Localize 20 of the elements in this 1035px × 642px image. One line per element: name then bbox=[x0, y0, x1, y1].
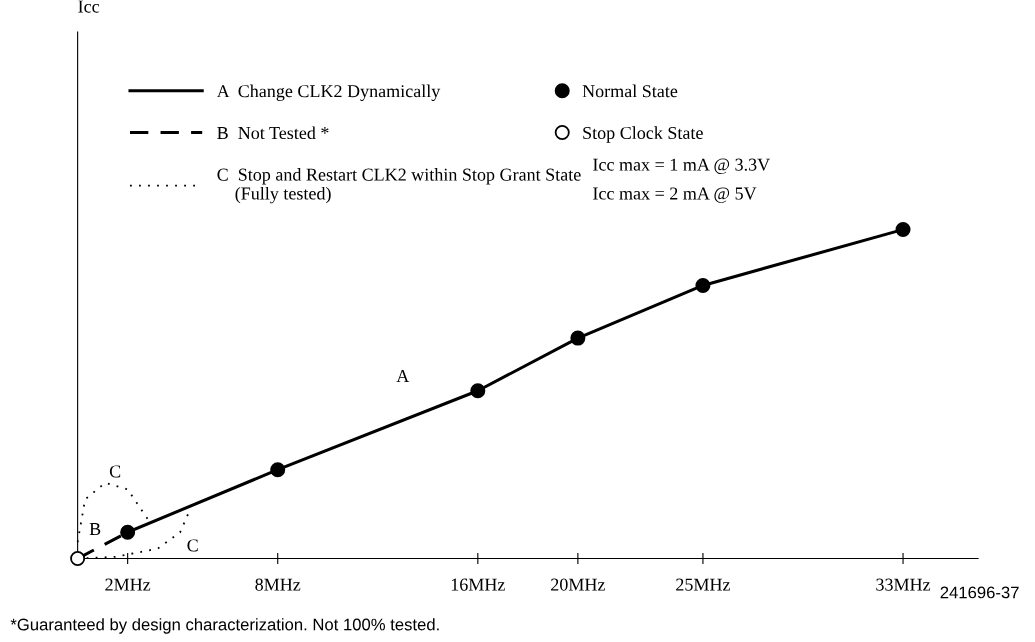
x-tick-label: 20MHz bbox=[551, 578, 605, 591]
text: Icc bbox=[78, 0, 100, 13]
x-tick-label: 25MHz bbox=[676, 578, 731, 591]
text: *Guaranteed by design characterization. Not 100% tested. bbox=[10, 618, 439, 634]
legend-label: B Not Tested * bbox=[217, 126, 329, 140]
x-tick-label: 33MHz bbox=[876, 578, 931, 591]
x-tick-label: 16MHz bbox=[451, 578, 505, 591]
annotation: A bbox=[396, 370, 410, 382]
x-tick-label: 8MHz bbox=[255, 578, 301, 591]
annotation: B bbox=[89, 523, 101, 535]
legend-label: Stop Clock State bbox=[583, 126, 703, 143]
legend-label: C Stop and Restart CLK2 within Stop Grant State (Fully tested) bbox=[217, 168, 581, 204]
legend-label: A Change CLK2 Dynamically bbox=[216, 84, 441, 101]
x-tick-label: 2MHz bbox=[105, 578, 151, 591]
text: Icc max = 1 mA @ 3.3V bbox=[593, 158, 770, 174]
annotation: C bbox=[109, 465, 121, 478]
text: Icc max = 2 mA @ 5V bbox=[593, 187, 757, 203]
legend-label: Normal State bbox=[582, 84, 678, 98]
text: 241696-37 bbox=[940, 586, 1019, 599]
annotation: C bbox=[187, 539, 198, 552]
